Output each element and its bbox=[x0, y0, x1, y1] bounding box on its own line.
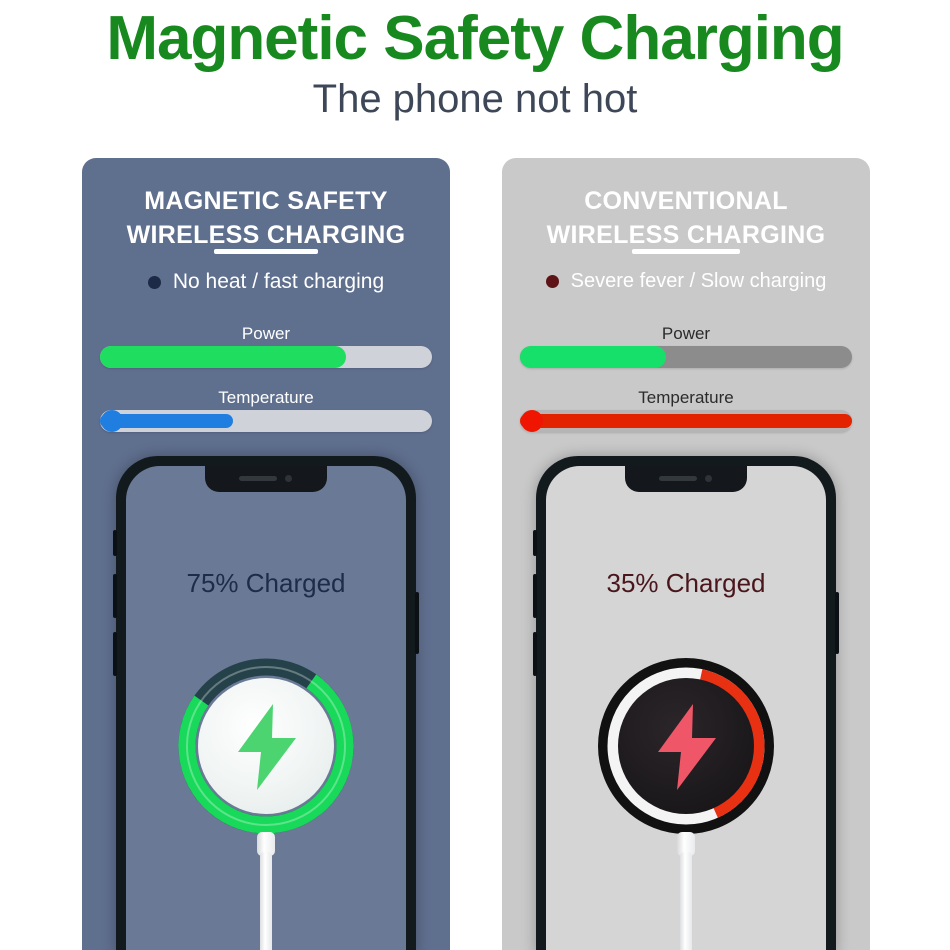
phone-screen: 35% Charged bbox=[546, 466, 826, 950]
charging-puck bbox=[596, 656, 776, 836]
front-camera-icon bbox=[285, 475, 292, 482]
meter-track-temperature bbox=[100, 410, 432, 432]
feature-bullet-row: Severe fever / Slow charging bbox=[502, 270, 870, 293]
charging-cable bbox=[260, 852, 272, 950]
meter-fill-temperature bbox=[100, 414, 233, 428]
bullet-dot-icon bbox=[545, 275, 559, 288]
title-underline bbox=[632, 249, 740, 254]
lightning-bolt-icon bbox=[238, 704, 296, 790]
cable-collar bbox=[257, 832, 275, 856]
meter-label-power: Power bbox=[241, 324, 291, 343]
phone-notch bbox=[205, 466, 327, 492]
mute-switch-icon bbox=[533, 530, 537, 556]
meter-track-power bbox=[100, 346, 432, 368]
panel-magnetic-safety: MAGNETIC SAFETY WIRELESS CHARGING No hea… bbox=[82, 158, 450, 950]
charging-cable bbox=[680, 852, 692, 950]
cable-collar bbox=[677, 832, 695, 856]
volume-down-button bbox=[533, 632, 537, 676]
phone-mockup: 35% Charged bbox=[533, 456, 839, 950]
page-title: Magnetic Safety Charging bbox=[106, 4, 844, 73]
panel-title-line1: CONVENTIONAL bbox=[584, 187, 788, 215]
feature-bullet-label: No heat / fast charging bbox=[172, 270, 385, 293]
lightning-bolt-icon bbox=[658, 704, 716, 790]
meter-label-temperature: Temperature bbox=[218, 388, 314, 407]
panel-conventional-charging: CONVENTIONAL WIRELESS CHARGING Severe fe… bbox=[502, 158, 870, 950]
earpiece-speaker-icon bbox=[659, 476, 697, 481]
panel-title-line2: WIRELESS CHARGING bbox=[546, 221, 826, 249]
front-camera-icon bbox=[705, 475, 712, 482]
mute-switch-icon bbox=[113, 530, 117, 556]
earpiece-speaker-icon bbox=[239, 476, 277, 481]
panel-title-line1: MAGNETIC SAFETY bbox=[144, 187, 388, 215]
power-button bbox=[415, 592, 419, 654]
meter-label-power: Power bbox=[661, 324, 711, 343]
battery-charged-label: 35% Charged bbox=[606, 568, 766, 598]
title-underline bbox=[214, 249, 318, 254]
volume-down-button bbox=[113, 632, 117, 676]
volume-up-button bbox=[113, 574, 117, 618]
headline-block: Magnetic Safety Charging The phone not h… bbox=[0, 0, 950, 140]
meter-label-temperature: Temperature bbox=[638, 388, 734, 407]
panel-title-conventional: CONVENTIONAL WIRELESS CHARGING bbox=[502, 184, 870, 252]
meter-fill-temperature bbox=[520, 414, 852, 428]
bullet-dot-icon bbox=[147, 275, 161, 289]
battery-charged-label: 75% Charged bbox=[186, 568, 346, 598]
power-button bbox=[835, 592, 839, 654]
thermometer-bulb-icon bbox=[101, 410, 123, 432]
panel-title-magnetic: MAGNETIC SAFETY WIRELESS CHARGING bbox=[82, 184, 450, 252]
phone-screen: 75% Charged bbox=[126, 466, 406, 950]
meter-track-power bbox=[520, 346, 852, 368]
thermometer-bulb-icon bbox=[521, 410, 543, 432]
meter-track-temperature bbox=[520, 410, 852, 432]
volume-up-button bbox=[533, 574, 537, 618]
phone-mockup: 75% Charged bbox=[113, 456, 419, 950]
feature-bullet-label: Severe fever / Slow charging bbox=[570, 270, 827, 292]
phone-notch bbox=[625, 466, 747, 492]
panel-title-line2: WIRELESS CHARGING bbox=[126, 221, 406, 249]
charge-progress-ring-icon bbox=[178, 658, 354, 834]
feature-bullet-row: No heat / fast charging bbox=[82, 270, 450, 294]
meter-fill-power bbox=[100, 346, 346, 368]
meter-fill-power bbox=[520, 346, 667, 368]
page-subtitle: The phone not hot bbox=[312, 77, 638, 121]
charging-puck bbox=[176, 656, 356, 836]
